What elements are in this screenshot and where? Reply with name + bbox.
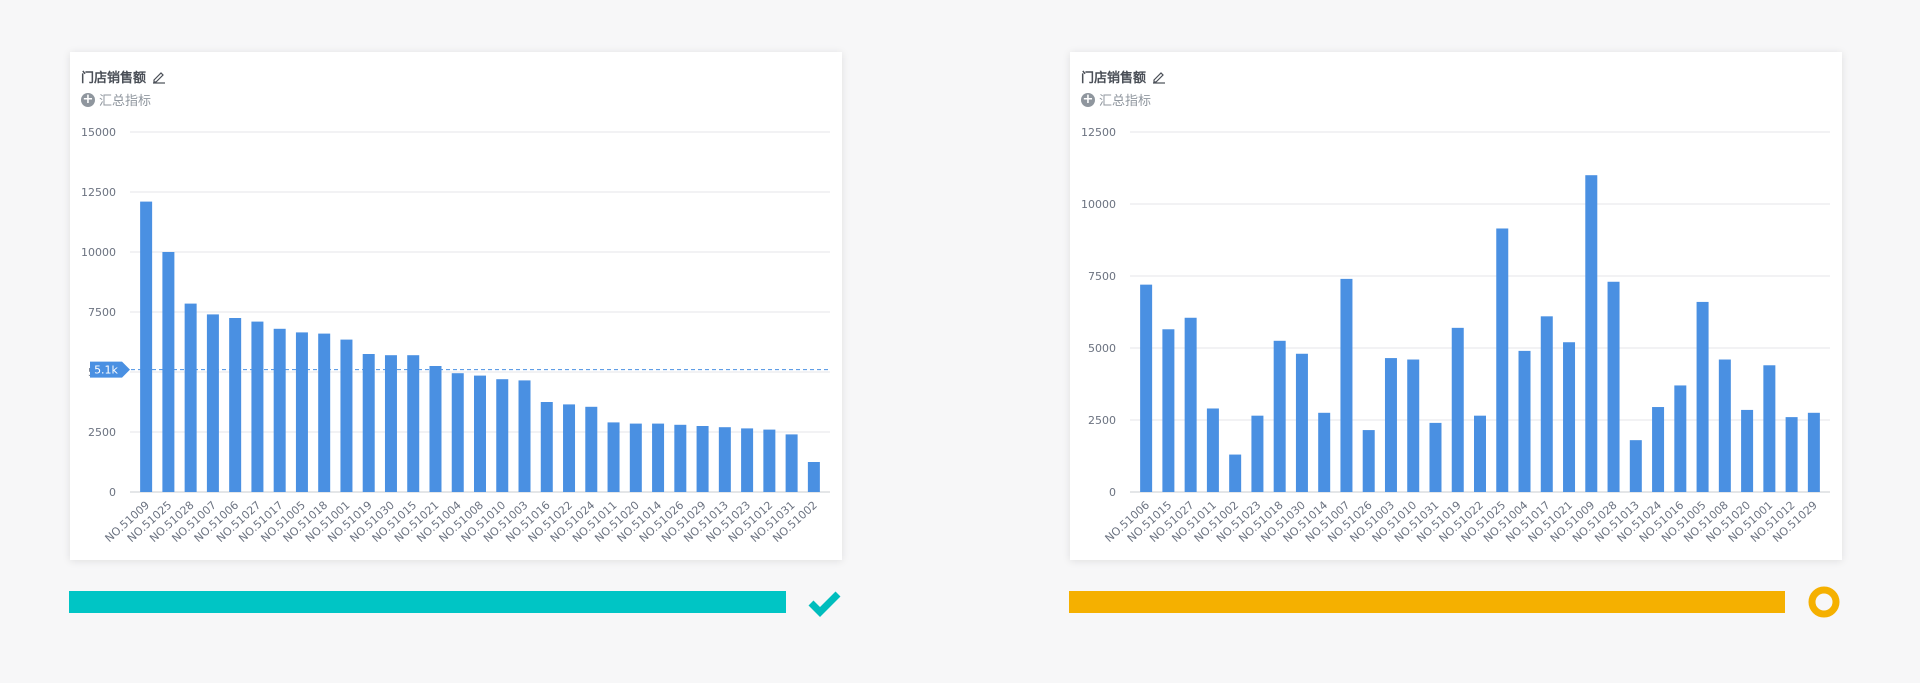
edit-icon[interactable]: [152, 70, 166, 84]
bar[interactable]: [1718, 359, 1731, 492]
bar[interactable]: [184, 303, 197, 492]
chart-title: 门店销售额: [81, 67, 166, 86]
y-tick-label: 12500: [81, 186, 116, 199]
bar[interactable]: [1295, 353, 1308, 492]
plus-icon: +: [1081, 91, 1095, 107]
chart-title-text: 门店销售额: [81, 71, 147, 86]
bar[interactable]: [1251, 415, 1264, 492]
checkmark-icon: [808, 591, 841, 617]
progress-bar-left: [69, 591, 786, 613]
bar[interactable]: [1496, 228, 1509, 493]
bar[interactable]: [1540, 316, 1553, 492]
add-metric-label: 汇总指标: [99, 94, 152, 109]
bar[interactable]: [696, 426, 709, 492]
bar[interactable]: [295, 332, 308, 492]
edit-icon[interactable]: [1152, 70, 1166, 84]
bar[interactable]: [340, 339, 353, 492]
bar[interactable]: [251, 321, 264, 492]
progress-bar-right: [1069, 591, 1785, 613]
y-tick-label: 0: [109, 486, 116, 499]
chart-card-right: 门店销售额 + 汇总指标 0 2500 5000 7500 10000 12500 NO.5…: [1070, 52, 1842, 560]
bar[interactable]: [273, 328, 286, 492]
y-tick-label: 5000: [1088, 342, 1116, 355]
bar[interactable]: [1629, 440, 1642, 492]
bar[interactable]: [585, 406, 598, 492]
bar[interactable]: [1429, 422, 1442, 492]
bar[interactable]: [496, 379, 509, 492]
pending-circle-icon: [1808, 586, 1840, 618]
bar[interactable]: [1451, 327, 1464, 492]
y-tick-label: 10000: [1081, 198, 1116, 211]
y-tick-label: 2500: [88, 426, 116, 439]
bar[interactable]: [1340, 278, 1353, 492]
bar[interactable]: [540, 402, 553, 492]
bar[interactable]: [563, 404, 576, 492]
bar[interactable]: [1741, 409, 1754, 492]
bar[interactable]: [474, 375, 486, 492]
bar[interactable]: [229, 318, 242, 492]
bar[interactable]: [384, 355, 397, 492]
bar[interactable]: [674, 424, 687, 492]
bar[interactable]: [429, 366, 442, 492]
bar[interactable]: [1206, 408, 1219, 492]
reference-line-tag: [90, 361, 130, 378]
bar[interactable]: [362, 354, 375, 492]
bar[interactable]: [629, 423, 642, 492]
bar[interactable]: [1652, 407, 1665, 492]
bar[interactable]: [140, 201, 153, 492]
bar[interactable]: [318, 333, 331, 492]
bar[interactable]: [763, 429, 776, 492]
bar[interactable]: [1318, 412, 1331, 492]
bar[interactable]: [1362, 430, 1375, 492]
bar-chart-right: 02500500075001000012500NO.51006NO.51015N…: [1081, 126, 1830, 545]
y-tick-label: 12500: [1081, 126, 1116, 139]
bar[interactable]: [1184, 317, 1197, 492]
reference-line-label: 5.1k: [94, 364, 118, 377]
bar[interactable]: [1229, 454, 1242, 492]
add-metric-label: 汇总指标: [1099, 94, 1152, 109]
bar[interactable]: [162, 252, 175, 492]
bar[interactable]: [1785, 417, 1798, 492]
bar[interactable]: [451, 373, 464, 492]
bar[interactable]: [1273, 340, 1286, 492]
bar[interactable]: [1585, 175, 1598, 492]
bar[interactable]: [1518, 350, 1531, 492]
bar[interactable]: [1474, 415, 1486, 492]
bar[interactable]: [1162, 329, 1175, 492]
bar[interactable]: [1807, 412, 1820, 492]
y-tick-label: 10000: [81, 246, 116, 259]
bar-chart-left: 0250050007500100001250015000NO.51009NO.5…: [81, 126, 830, 545]
y-tick-label: 7500: [1088, 270, 1116, 283]
bar[interactable]: [807, 462, 820, 492]
chart-card-left: 门店销售额 + 汇总指标 025005000750010000125001500…: [70, 52, 842, 560]
plus-icon: +: [81, 91, 95, 107]
bar[interactable]: [1696, 301, 1709, 492]
bar[interactable]: [607, 422, 620, 492]
y-tick-label: 2500: [1088, 414, 1116, 427]
add-metric-button[interactable]: + 汇总指标: [1081, 90, 1151, 109]
y-tick-label: 7500: [88, 306, 116, 319]
bar[interactable]: [518, 380, 531, 492]
bar[interactable]: [1607, 281, 1620, 492]
y-tick-label: 0: [1109, 486, 1116, 499]
chart-title: 门店销售额: [1081, 67, 1166, 86]
bar[interactable]: [741, 428, 754, 492]
bar[interactable]: [1140, 284, 1153, 492]
bar[interactable]: [407, 355, 420, 492]
bar[interactable]: [652, 423, 665, 492]
bar[interactable]: [1674, 385, 1687, 492]
bar[interactable]: [206, 314, 219, 492]
bar[interactable]: [1384, 358, 1397, 492]
y-tick-label: 15000: [81, 126, 116, 139]
bar[interactable]: [1763, 365, 1776, 492]
chart-title-text: 门店销售额: [1081, 71, 1147, 86]
bar[interactable]: [1407, 359, 1420, 492]
bar[interactable]: [718, 427, 731, 492]
bar[interactable]: [1563, 342, 1576, 492]
add-metric-button[interactable]: + 汇总指标: [81, 90, 151, 109]
bar[interactable]: [785, 434, 798, 492]
